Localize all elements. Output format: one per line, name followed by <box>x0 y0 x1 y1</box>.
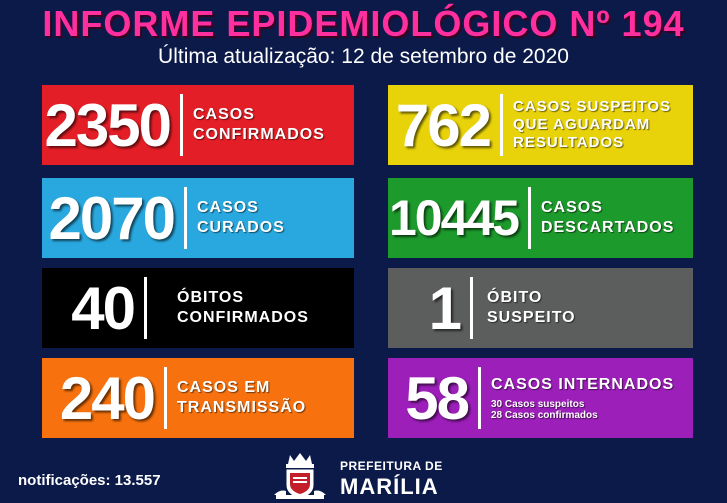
notifications-count: notificações: 13.557 <box>18 472 161 489</box>
divider <box>470 277 473 339</box>
card-confirmed-cases: 2350 CASOS CONFIRMADOS <box>42 85 354 165</box>
suspected-death-label: ÓBITO SUSPEITO <box>487 289 576 326</box>
card-confirmed-deaths: 40 ÓBITOS CONFIRMADOS <box>42 268 354 348</box>
suspected-label: CASOS SUSPEITOS QUE AGUARDAM RESULTADOS <box>513 98 672 151</box>
deaths-label: ÓBITOS CONFIRMADOS <box>177 289 309 326</box>
cured-count: 2070 <box>48 184 176 252</box>
divider <box>528 187 531 249</box>
discarded-label: CASOS DESCARTADOS <box>541 199 675 236</box>
card-transmission-cases: 240 CASOS EM TRANSMISSÃO <box>42 358 354 438</box>
suspected-death-count: 1 <box>428 274 462 342</box>
org-name-prefix: PREFEITURA DE <box>340 459 443 473</box>
hospitalized-label: CASOS INTERNADOS 30 Casos suspeitos 28 C… <box>491 376 675 421</box>
discarded-count: 10445 <box>388 190 520 246</box>
page-title: INFORME EPIDEMIOLÓGICO Nº 194 <box>42 3 685 44</box>
card-hospitalized-cases: 58 CASOS INTERNADOS 30 Casos suspeitos 2… <box>388 358 693 438</box>
card-suspected-cases: 762 CASOS SUSPEITOS QUE AGUARDAM RESULTA… <box>388 85 693 165</box>
confirmed-count: 2350 <box>44 91 172 159</box>
divider <box>184 187 187 249</box>
transmission-count: 240 <box>59 364 156 432</box>
deaths-count: 40 <box>71 274 136 342</box>
divider <box>180 94 183 156</box>
org-name: MARÍLIA <box>340 474 439 499</box>
suspected-count: 762 <box>395 91 492 159</box>
divider <box>164 367 167 429</box>
card-cured-cases: 2070 CASOS CURADOS <box>42 178 354 258</box>
hospitalized-count: 58 <box>405 364 470 432</box>
divider <box>144 277 147 339</box>
divider <box>478 367 481 429</box>
cured-label: CASOS CURADOS <box>197 199 285 236</box>
card-discarded-cases: 10445 CASOS DESCARTADOS <box>388 178 693 258</box>
confirmed-label: CASOS CONFIRMADOS <box>193 106 325 143</box>
card-suspected-death: 1 ÓBITO SUSPEITO <box>388 268 693 348</box>
city-crest-icon <box>274 453 326 500</box>
divider <box>500 94 503 156</box>
last-update-text: Última atualização: 12 de setembro de 20… <box>158 45 569 68</box>
transmission-label: CASOS EM TRANSMISSÃO <box>177 379 307 416</box>
